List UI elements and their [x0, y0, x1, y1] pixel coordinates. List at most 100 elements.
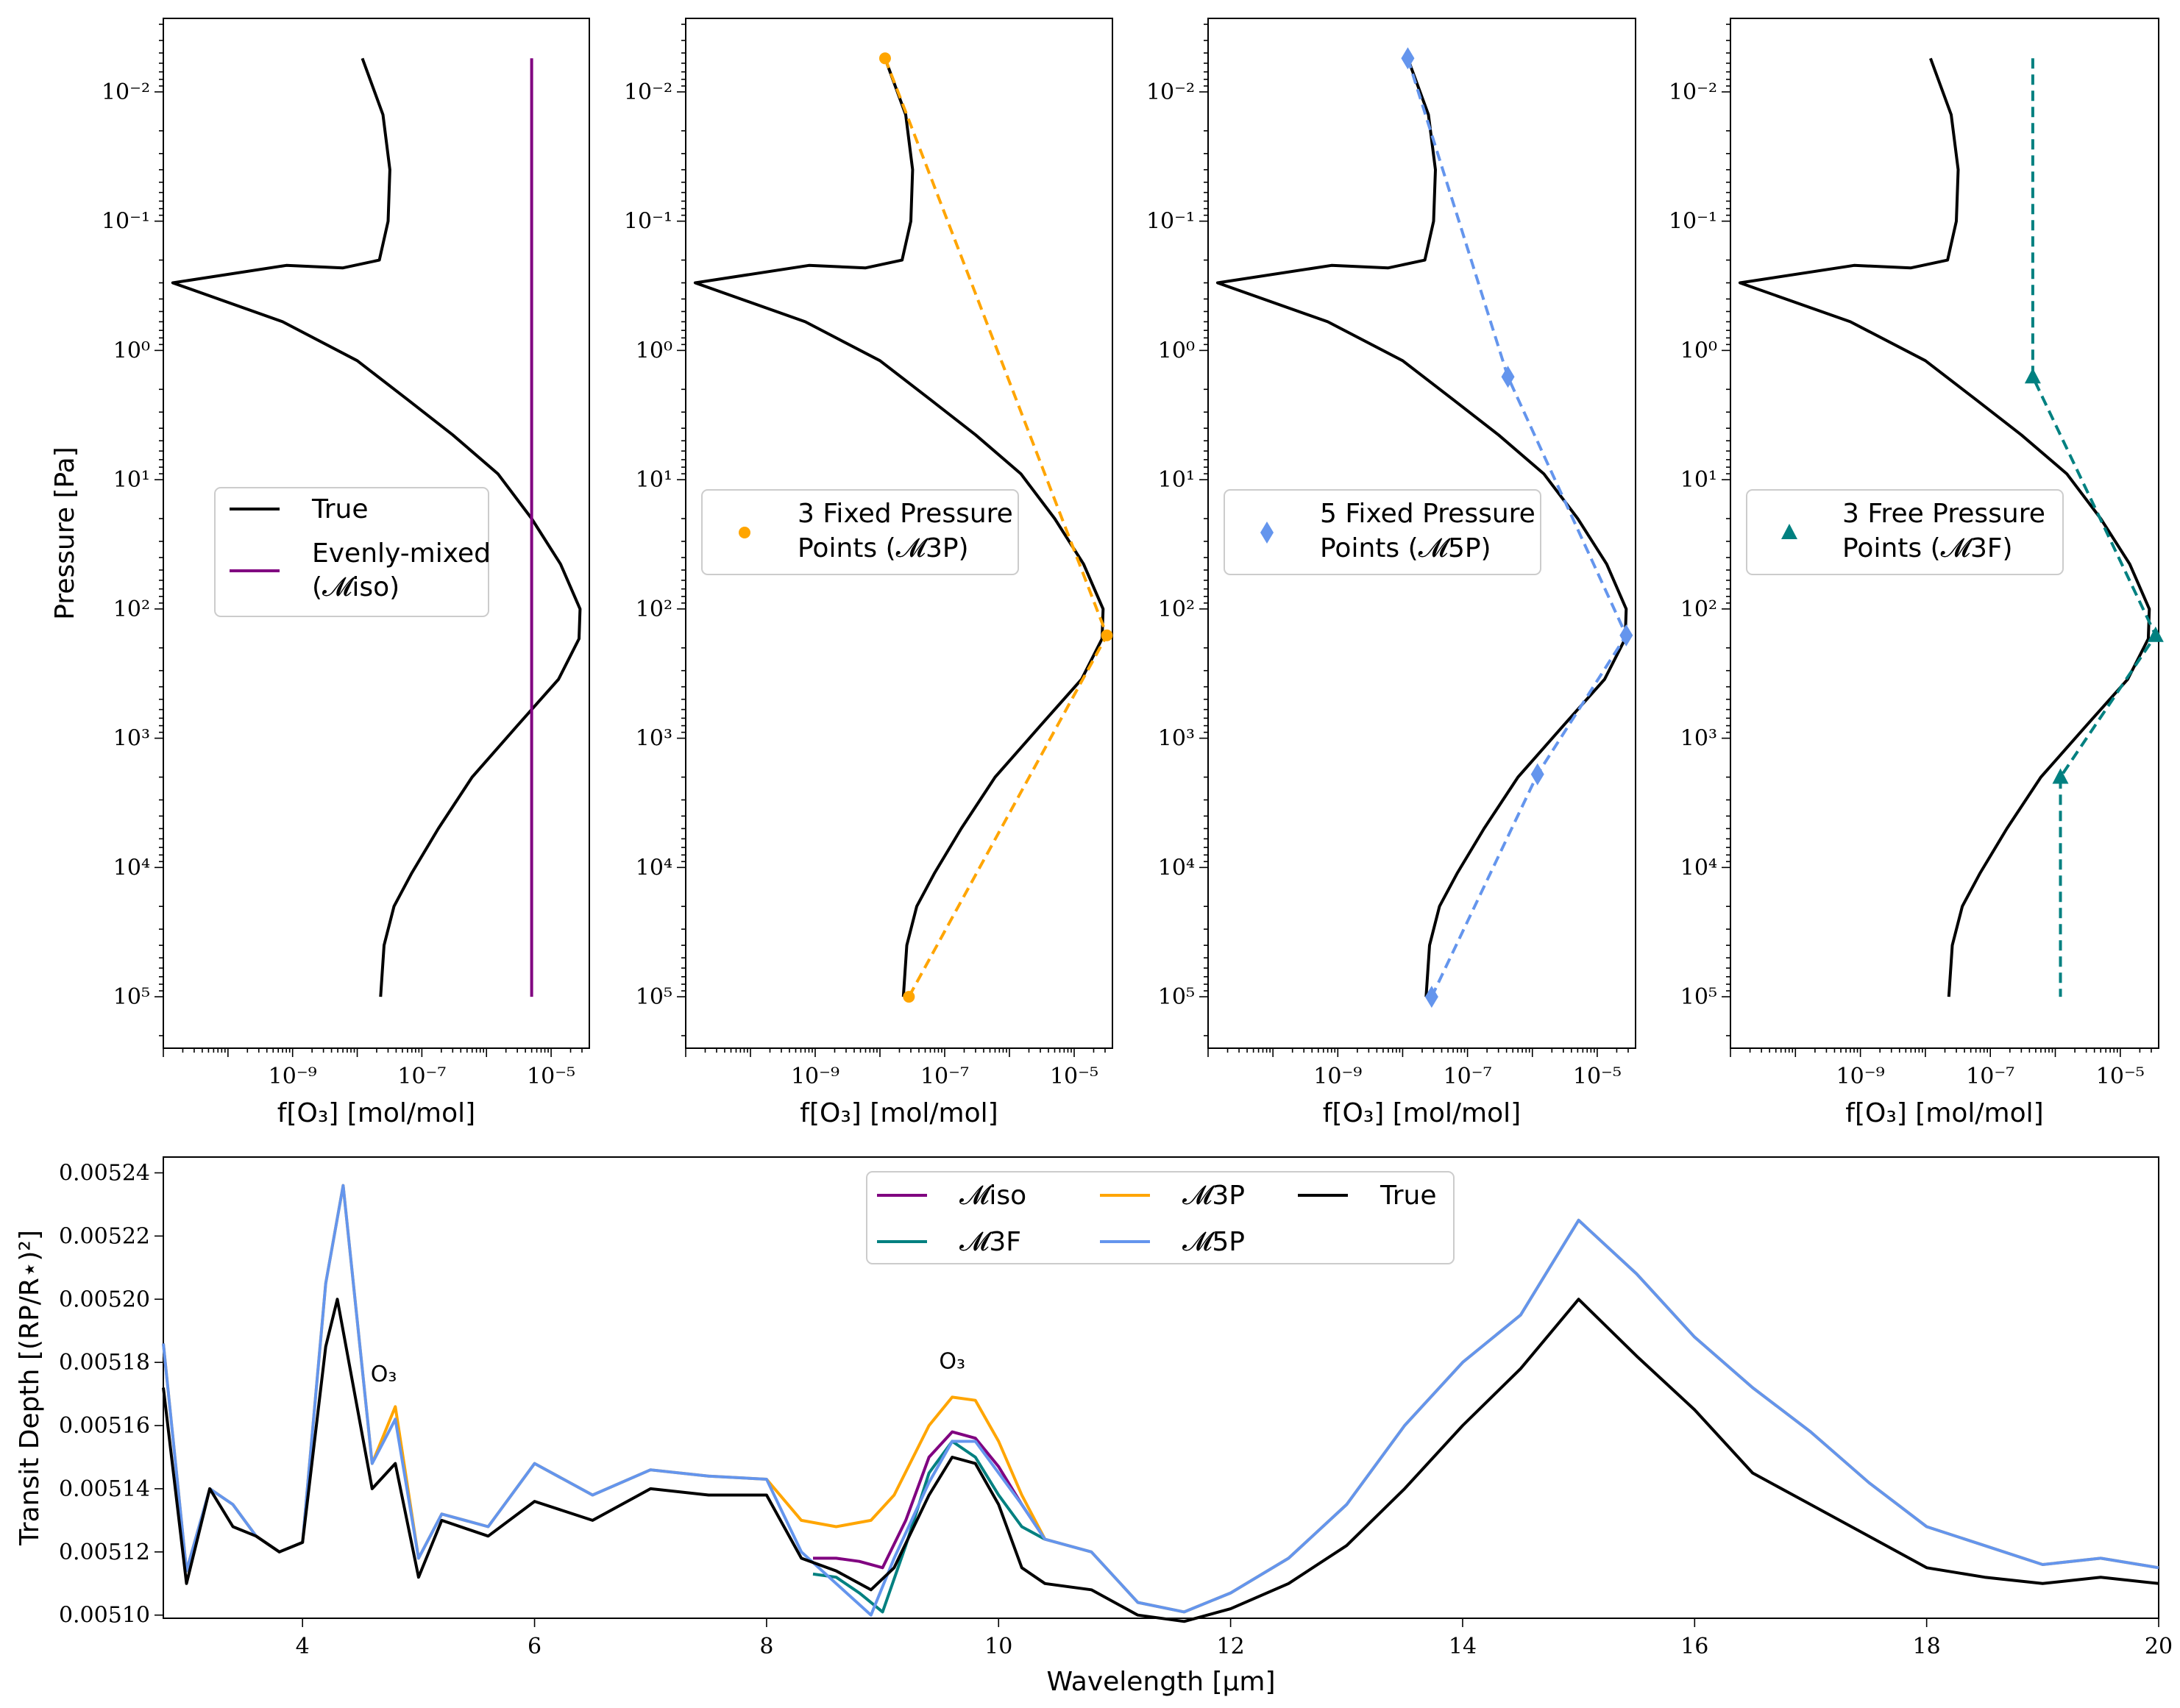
y-tick-label: 10⁵ [113, 984, 150, 1010]
y-tick-label: 0.00522 [59, 1223, 150, 1249]
x-axis-label: f[O₃] [mol/mol] [1323, 1098, 1521, 1128]
circle-marker [903, 991, 915, 1003]
x-tick-label: 10⁻⁵ [2096, 1064, 2145, 1089]
x-tick-label: 16 [1680, 1634, 1708, 1659]
legend-label: 𝓜iso [959, 1181, 1026, 1211]
y-tick-label: 10⁻² [102, 79, 150, 105]
triangle-marker [2052, 768, 2069, 784]
y-tick-label: 10⁻¹ [102, 209, 150, 235]
o3-annotation: O₃ [939, 1349, 965, 1375]
legend-frame [866, 1171, 1455, 1264]
legend-label: (𝓜iso) [312, 572, 400, 602]
x-tick-label: 20 [2145, 1634, 2173, 1659]
o3-annotation: O₃ [371, 1362, 397, 1387]
y-tick-label: 10⁴ [1158, 855, 1195, 880]
y-tick-label: 10² [1158, 597, 1195, 622]
profile-panel-2: 10⁻² 10⁻¹ 10⁰ 10¹ 10² 10³ 10⁴ 10⁵ 10⁻⁹ 10⁻⁷ 10⁻⁵ f[… [624, 18, 1113, 1128]
y-axis-label: Transit Depth [(RP/R⋆)²] [15, 1230, 45, 1546]
x-tick-label: 10⁻⁷ [397, 1064, 446, 1089]
legend-label: True [311, 494, 368, 524]
y-tick-label: 10⁻² [624, 79, 672, 105]
legend: 5 Fixed Pressure Points (𝓜5P) [1224, 489, 1541, 575]
circle-marker [878, 52, 891, 65]
y-tick-label: 10⁵ [636, 984, 672, 1010]
y-tick-label: 10⁻¹ [1146, 209, 1195, 235]
legend-frame [1224, 489, 1541, 575]
y-tick-label: 10¹ [636, 467, 672, 493]
spectrum-series-4 [162, 1298, 2159, 1623]
y-tick-label: 10¹ [1158, 467, 1195, 493]
y-tick-label: 10⁵ [1158, 984, 1195, 1010]
legend-label: 𝓜5P [1182, 1227, 1245, 1257]
y-tick-label: 10⁴ [636, 855, 672, 880]
series-line-0 [693, 57, 1105, 997]
legend: 3 Fixed Pressure Points (𝓜3P) [701, 489, 1019, 575]
legend-frame [1746, 489, 2064, 575]
y-tick-label: 10⁰ [636, 338, 672, 363]
profile-panel-1: 10⁻² 10⁻¹ 10⁰ 10¹ 10² 10³ 10⁴ 10⁵ 10⁻⁹ 10⁻⁷ 10⁻⁵ f[… [50, 18, 590, 1128]
diamond-marker [1401, 47, 1415, 70]
y-tick-label: 10⁰ [1158, 338, 1195, 363]
triangle-marker [2024, 368, 2041, 384]
spectrum-panel: 4 6 8 10 12 14 16 18 20 0.00510 0.00512 0.00514 0.00… [15, 1156, 2173, 1697]
y-tick-label: 0.00518 [59, 1350, 150, 1376]
x-axis-label: f[O₃] [mol/mol] [1845, 1098, 2043, 1128]
figure-panels: 10⁻² 10⁻¹ 10⁰ 10¹ 10² 10³ 10⁴ 10⁵ 10⁻⁹ 10⁻⁷ 10⁻⁵ f[… [15, 18, 2173, 1697]
y-tick-label: 0.00510 [59, 1603, 150, 1629]
x-tick-label: 10⁻⁷ [1444, 1064, 1492, 1089]
x-tick-label: 10 [984, 1634, 1012, 1659]
legend-label: 5 Fixed Pressure [1320, 499, 1535, 529]
y-axis-label: Pressure [Pa] [50, 446, 80, 619]
y-tick-label: 10³ [636, 726, 672, 752]
y-tick-label: 10⁵ [1680, 984, 1717, 1010]
legend-marker [1781, 524, 1797, 539]
y-tick-label: 10⁻² [1669, 79, 1717, 105]
y-tick-label: 10⁻¹ [1669, 209, 1717, 235]
x-tick-label: 10⁻⁹ [269, 1064, 317, 1089]
diamond-marker [1530, 763, 1544, 786]
x-tick-label: 6 [528, 1634, 542, 1659]
spectrum-series-3 [162, 1184, 2159, 1617]
y-tick-label: 10¹ [113, 467, 150, 493]
circle-marker [1101, 629, 1113, 641]
legend: 𝓜iso 𝓜3F 𝓜3P 𝓜5P True [866, 1171, 1455, 1264]
x-axis-label: Wavelength [μm] [1046, 1667, 1275, 1697]
y-tick-label: 0.00520 [59, 1287, 150, 1312]
y-tick-label: 10⁻² [1146, 79, 1195, 105]
profile-panel-3: 10⁻² 10⁻¹ 10⁰ 10¹ 10² 10³ 10⁴ 10⁵ 10⁻⁹ 10⁻⁷ 10⁻⁵ f[… [1146, 18, 1636, 1128]
legend-label: 𝓜3P [1182, 1181, 1245, 1211]
legend-label: Points (𝓜5P) [1320, 533, 1491, 563]
x-tick-label: 14 [1449, 1634, 1477, 1659]
diamond-marker [1619, 624, 1633, 647]
y-tick-label: 10⁰ [1680, 338, 1717, 363]
legend: True Evenly-mixed(𝓜iso) [214, 487, 491, 617]
legend-frame [701, 489, 1019, 575]
y-tick-label: 10⁴ [113, 855, 150, 880]
spectrum-series-1 [812, 1440, 1046, 1614]
y-tick-label: 10⁰ [113, 338, 150, 363]
legend-label: Points (𝓜3F) [1842, 533, 2013, 563]
series-line-0 [1215, 57, 1628, 997]
y-tick-label: 10³ [1680, 726, 1717, 752]
series-line-0 [171, 57, 582, 997]
y-tick-label: 10² [113, 597, 150, 622]
y-tick-label: 10³ [1158, 726, 1195, 752]
legend-label: True [1380, 1181, 1436, 1211]
legend-label: 𝓜3F [959, 1227, 1021, 1257]
legend-label: Evenly-mixed [312, 538, 491, 569]
diamond-marker [1424, 986, 1438, 1008]
spectrum-series-0 [813, 1430, 1046, 1570]
x-tick-label: 12 [1217, 1634, 1245, 1659]
x-tick-label: 4 [296, 1634, 310, 1659]
y-tick-label: 10¹ [1680, 467, 1717, 493]
x-axis-label: f[O₃] [mol/mol] [277, 1098, 475, 1128]
y-tick-label: 0.00512 [59, 1540, 150, 1565]
x-tick-label: 8 [759, 1634, 773, 1659]
diamond-marker [1501, 366, 1515, 388]
legend-label: Points (𝓜3P) [798, 533, 969, 563]
legend: 3 Free Pressure Points (𝓜3F) [1746, 489, 2064, 575]
x-tick-label: 10⁻⁵ [527, 1064, 575, 1089]
legend-marker [739, 527, 750, 538]
y-tick-label: 10⁻¹ [624, 209, 672, 235]
